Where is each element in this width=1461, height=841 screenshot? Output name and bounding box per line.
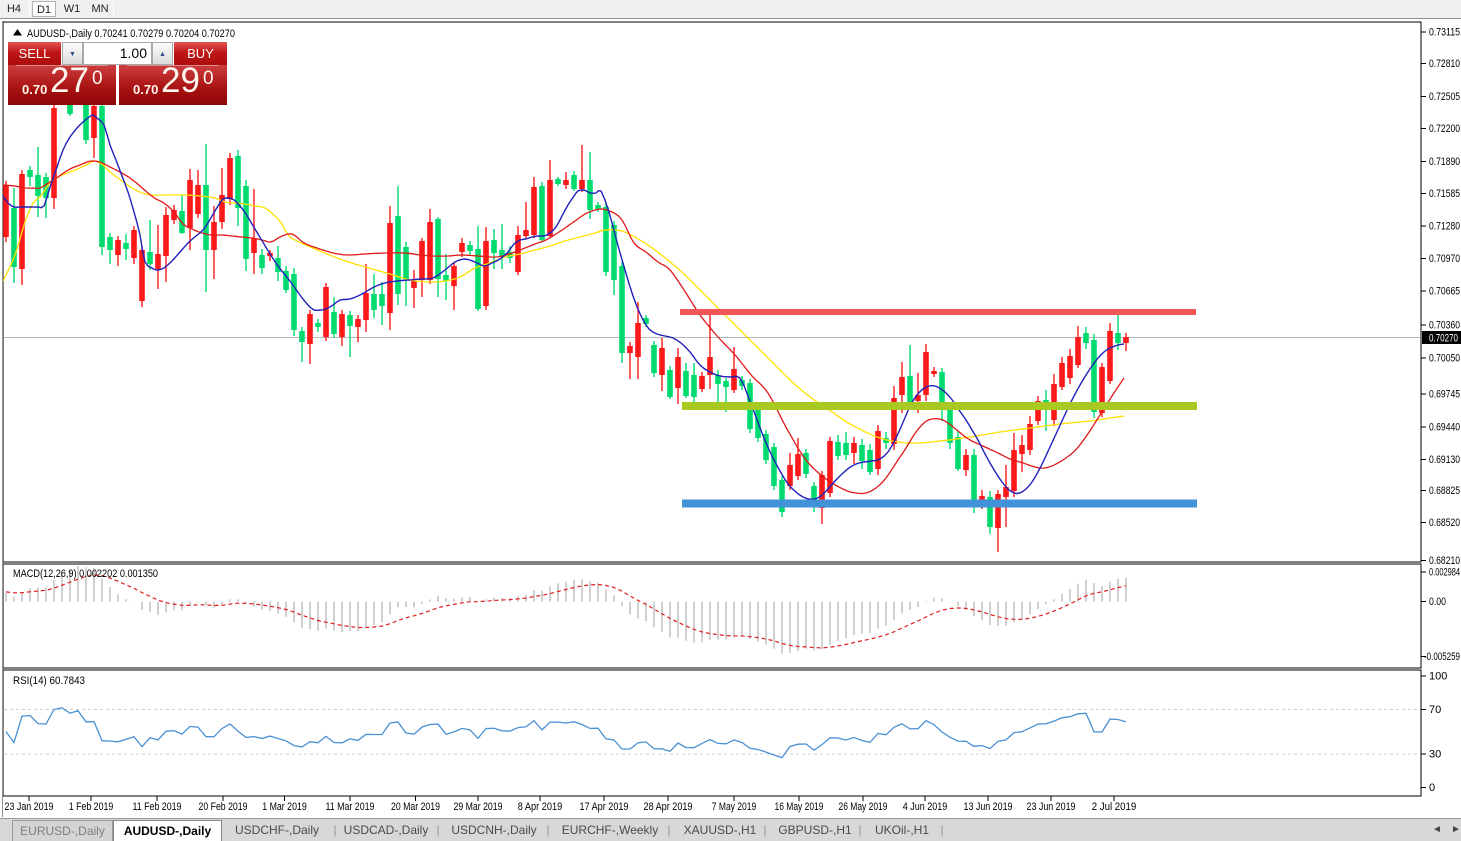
svg-text:0.72505: 0.72505	[1429, 91, 1460, 103]
svg-text:70: 70	[1429, 704, 1441, 716]
svg-text:29 Mar 2019: 29 Mar 2019	[454, 801, 503, 813]
svg-text:4 Jun 2019: 4 Jun 2019	[903, 801, 948, 813]
svg-text:0.73115: 0.73115	[1429, 27, 1460, 39]
svg-text:0.69130: 0.69130	[1429, 454, 1460, 466]
svg-text:-0.005259: -0.005259	[1424, 651, 1460, 663]
svg-text:11 Feb 2019: 11 Feb 2019	[133, 801, 182, 813]
svg-text:13 Jun 2019: 13 Jun 2019	[964, 801, 1013, 813]
svg-text:8 Apr 2019: 8 Apr 2019	[518, 801, 563, 813]
svg-text:0.71280: 0.71280	[1429, 221, 1460, 233]
svg-text:0.002984: 0.002984	[1429, 567, 1460, 579]
svg-text:0.68210: 0.68210	[1429, 555, 1460, 567]
svg-text:11 Mar 2019: 11 Mar 2019	[326, 801, 375, 813]
svg-text:0.00: 0.00	[1429, 596, 1446, 608]
svg-text:0.70360: 0.70360	[1429, 320, 1460, 332]
svg-text:0.70665: 0.70665	[1429, 286, 1460, 298]
svg-text:0.70270: 0.70270	[1429, 333, 1458, 345]
svg-text:2 Jul 2019: 2 Jul 2019	[1092, 801, 1137, 813]
svg-text:23 Jan 2019: 23 Jan 2019	[5, 801, 54, 813]
svg-text:1 Feb 2019: 1 Feb 2019	[69, 801, 114, 813]
svg-text:RSI(14) 60.7843: RSI(14) 60.7843	[13, 675, 85, 687]
svg-text:17 Apr 2019: 17 Apr 2019	[580, 801, 629, 813]
svg-text:MACD(12,26,9) 0.002202 0.00135: MACD(12,26,9) 0.002202 0.001350	[13, 568, 158, 580]
svg-text:100: 100	[1429, 671, 1447, 683]
svg-text:AUDUSD-,Daily 0.70241 0.70279: AUDUSD-,Daily 0.70241 0.70279 0.70204 0.…	[27, 28, 235, 40]
svg-text:0.71890: 0.71890	[1429, 156, 1460, 168]
svg-text:1 Mar 2019: 1 Mar 2019	[262, 801, 307, 813]
svg-text:0.70050: 0.70050	[1429, 353, 1460, 365]
svg-text:0.72810: 0.72810	[1429, 58, 1460, 70]
svg-text:16 May 2019: 16 May 2019	[775, 801, 824, 813]
svg-text:30: 30	[1429, 749, 1441, 761]
svg-text:26 May 2019: 26 May 2019	[839, 801, 888, 813]
svg-text:28 Apr 2019: 28 Apr 2019	[644, 801, 693, 813]
svg-text:0.69440: 0.69440	[1429, 421, 1460, 433]
svg-text:0.70970: 0.70970	[1429, 253, 1460, 265]
svg-text:7 May 2019: 7 May 2019	[712, 801, 757, 813]
svg-text:0.68520: 0.68520	[1429, 517, 1460, 529]
svg-text:20 Mar 2019: 20 Mar 2019	[391, 801, 440, 813]
svg-text:0.69745: 0.69745	[1429, 389, 1460, 401]
svg-text:0.68825: 0.68825	[1429, 485, 1460, 497]
svg-text:20 Feb 2019: 20 Feb 2019	[199, 801, 248, 813]
svg-text:23 Jun 2019: 23 Jun 2019	[1027, 801, 1076, 813]
svg-text:0.71585: 0.71585	[1429, 188, 1460, 200]
svg-text:0: 0	[1429, 782, 1435, 794]
svg-text:0.72200: 0.72200	[1429, 123, 1460, 135]
